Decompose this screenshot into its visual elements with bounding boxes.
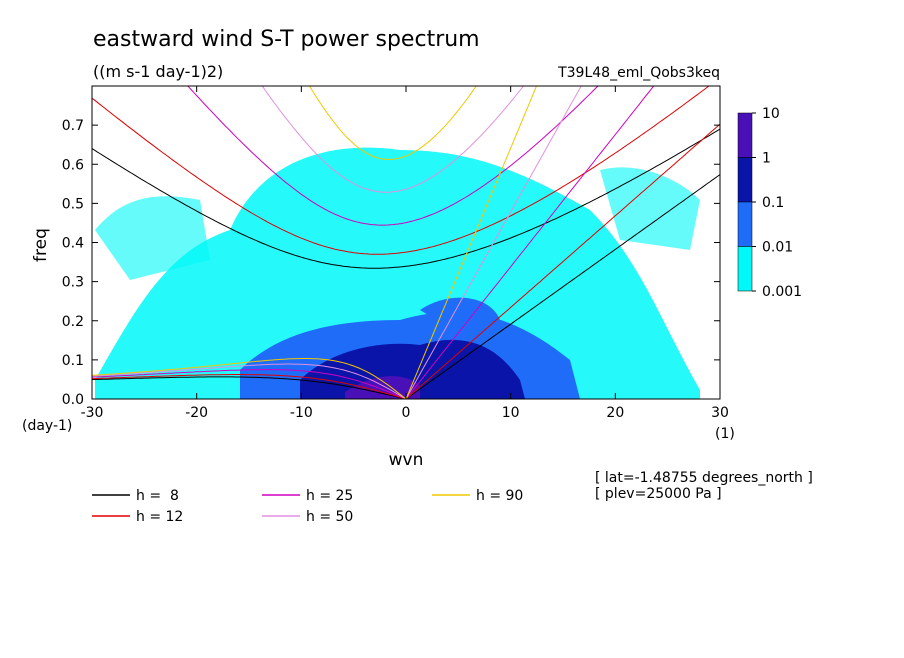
dispersion-curve: [92, 363, 407, 399]
dispersion-curve: [92, 369, 407, 399]
x-tick-label: 10: [502, 405, 520, 421]
colorbar-label: 1: [762, 151, 771, 167]
y-tick-label: 0.6: [62, 157, 84, 173]
y-tick-label: 0.1: [62, 353, 84, 369]
y-axis-label: freq: [31, 228, 51, 262]
colorbar-label: 0.01: [762, 240, 793, 256]
legend-label: h = 50: [306, 509, 353, 525]
y-tick-label: 0.5: [62, 196, 84, 212]
y-tick-label: 0.3: [62, 275, 84, 291]
dispersion-curve: [92, 376, 407, 399]
y-tick-label: 0.2: [62, 314, 84, 330]
legend-label: h = 90: [476, 488, 523, 504]
dispersion-curve: [405, 86, 655, 399]
dispersion-curve: [187, 86, 599, 226]
dispersion-curve: [261, 86, 525, 193]
y-tick-label: 0.4: [62, 236, 84, 252]
colorbar-label: 0.1: [762, 195, 784, 211]
chart-title: eastward wind S-T power spectrum: [93, 27, 480, 52]
dispersion-curve: [405, 123, 720, 399]
colorbar-label: 10: [762, 106, 780, 122]
x-tick-label: 0: [402, 405, 411, 421]
dispersion-curve: [308, 86, 477, 161]
dispersion-curve: [92, 128, 720, 269]
power-contours: [95, 147, 700, 399]
x-tick-label: 20: [606, 405, 624, 421]
colorbar-cell: [737, 112, 753, 158]
y-tick-label: 0.7: [62, 118, 84, 134]
x-unit: (1): [715, 426, 735, 442]
run-label: T39L48_eml_Qobs3keq: [557, 65, 720, 81]
x-tick-label: 30: [711, 405, 729, 421]
dispersion-curve: [405, 86, 538, 399]
legend-label: h = 25: [306, 488, 353, 504]
note: [ plev=25000 Pa ]: [595, 486, 722, 502]
colorbar-cell: [737, 201, 753, 247]
legend-label: h = 8: [136, 488, 179, 504]
x-tick-label: -10: [290, 405, 313, 421]
y-tick-label: 0.0: [62, 392, 84, 408]
dispersion-curve: [405, 86, 582, 399]
colorbar-label: 0.001: [762, 284, 802, 300]
legend-label: h = 12: [136, 509, 183, 525]
x-tick-label: -20: [185, 405, 208, 421]
x-axis-label: wvn: [389, 450, 424, 470]
dispersion-curve: [92, 358, 407, 399]
x-tick-label: -30: [81, 405, 104, 421]
colorbar-cell: [737, 157, 753, 203]
subtitle: ((m s-1 day-1)2): [93, 62, 223, 81]
colorbar-cell: [737, 246, 753, 292]
dispersion-curve: [92, 86, 710, 255]
dispersion-curve: [405, 174, 720, 399]
note: [ lat=-1.48755 degrees_north ]: [595, 470, 813, 486]
y-unit: (day-1): [22, 418, 72, 434]
dispersion-curve: [92, 374, 407, 399]
